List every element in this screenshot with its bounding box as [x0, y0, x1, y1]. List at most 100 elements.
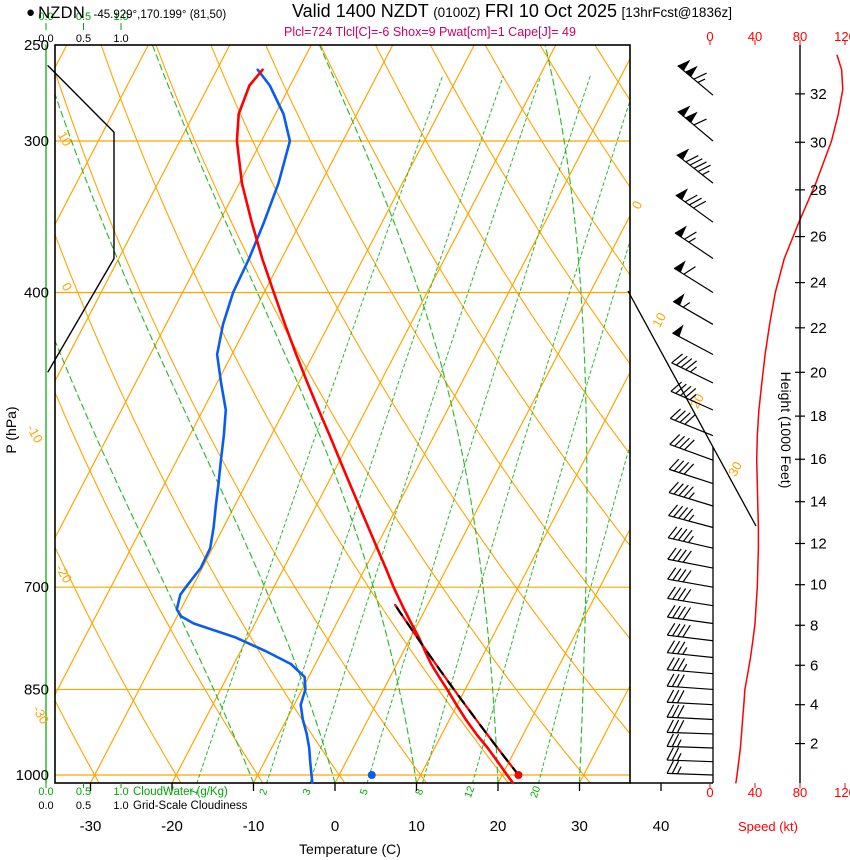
svg-text:26: 26: [810, 229, 827, 246]
svg-text:Speed (kt): Speed (kt): [738, 819, 798, 834]
temperature-trace: [235, 68, 515, 785]
svg-text:CloudWater (g/Kg): CloudWater (g/Kg): [133, 786, 228, 798]
mixing-ratio-lines: [196, 75, 630, 783]
dewpoint-trace: [175, 68, 314, 785]
svg-text:20: 20: [490, 818, 507, 835]
cloud-scale-labels: 0.0 0.0 0.0 0.0 0.5 0.5 0.5 0.5 1.0 1.0 1.0 1.0 Clou…: [38, 11, 247, 812]
valid-time-header: Valid 1400 NZDT (0100Z) FRI 10 Oct 2025 …: [292, 1, 732, 22]
svg-text:Height (1000 Feet): Height (1000 Feet): [778, 372, 794, 489]
svg-text:0: 0: [59, 280, 76, 294]
svg-text:40: 40: [748, 785, 762, 800]
cloudiness-trace: [47, 65, 115, 373]
svg-text:Grid-Scale Cloudiness: Grid-Scale Cloudiness: [133, 800, 248, 812]
svg-text:28: 28: [810, 182, 827, 199]
svg-text:1.0: 1.0: [113, 33, 128, 45]
svg-text:80: 80: [793, 29, 807, 44]
svg-text:10: 10: [649, 310, 669, 330]
svg-text:850: 850: [24, 681, 49, 698]
svg-text:32: 32: [810, 86, 827, 103]
svg-text:0.0: 0.0: [38, 800, 53, 812]
svg-text:10: 10: [408, 818, 425, 835]
svg-text:250: 250: [24, 37, 49, 54]
svg-text:0.0: 0.0: [38, 11, 53, 23]
svg-text:5: 5: [358, 787, 371, 797]
svg-text:0: 0: [331, 818, 339, 835]
svg-text:P (hPa): P (hPa): [3, 406, 19, 453]
moist-adiabat-lines: [55, 45, 588, 783]
svg-text:0.0: 0.0: [38, 33, 53, 45]
svg-text:10: 10: [810, 577, 827, 594]
svg-text:22: 22: [810, 320, 827, 337]
parcel-trace: [394, 603, 520, 777]
svg-text:-20: -20: [161, 818, 183, 835]
svg-text:-10: -10: [243, 818, 265, 835]
svg-text:0.5: 0.5: [76, 11, 91, 23]
pressure-axis-labels: 250 300 400 700 850 1000: [16, 37, 49, 784]
svg-text:-10: -10: [24, 422, 46, 446]
svg-text:30: 30: [571, 818, 588, 835]
svg-text:0: 0: [706, 785, 713, 800]
svg-text:30: 30: [810, 134, 827, 151]
surface-dots: [367, 771, 523, 779]
svg-text:1.0: 1.0: [113, 786, 128, 798]
station-coords: -45.929°,170.199° (81,50): [93, 9, 227, 21]
speed-axis-labels: 0 0 40 40 80 80 120 120: [706, 29, 850, 800]
svg-text:24: 24: [810, 275, 827, 292]
svg-text:8: 8: [810, 617, 818, 634]
svg-text:12: 12: [810, 536, 827, 553]
mixing-ratio-labels: 1 2 3 5 8 12 20: [187, 784, 543, 799]
svg-text:120: 120: [834, 785, 850, 800]
wind-barbs: [666, 59, 714, 776]
valid-time: Valid 1400 NZDT: [292, 1, 429, 21]
dry-adiabat-lines: [55, 45, 630, 783]
adiabat-edge-labels: 100-10-20-30: [24, 129, 75, 727]
temperature-axis-labels: -30 -20 -10 0 10 20 30 40: [80, 783, 670, 835]
svg-text:700: 700: [24, 579, 49, 596]
svg-text:80: 80: [793, 785, 807, 800]
plot-border: [54, 44, 631, 784]
svg-text:2: 2: [257, 787, 270, 797]
svg-text:0.5: 0.5: [76, 33, 91, 45]
stability-indices: Plcl=724 Tlcl[C]=-6 Shox=9 Pwat[cm]=1 Ca…: [284, 25, 576, 39]
station-header: ● NZDN -45.929°,170.199° (81,50): [26, 4, 226, 23]
svg-text:0.5: 0.5: [76, 800, 91, 812]
svg-text:0.5: 0.5: [76, 786, 91, 798]
svg-text:-30: -30: [80, 818, 102, 835]
svg-text:6: 6: [810, 657, 818, 674]
svg-text:8: 8: [413, 787, 426, 797]
svg-text:0: 0: [629, 198, 646, 211]
svg-text:20: 20: [810, 364, 827, 381]
svg-text:1000: 1000: [16, 767, 49, 784]
svg-text:20: 20: [528, 784, 543, 799]
svg-text:14: 14: [810, 494, 827, 511]
wind-speed-trace: [735, 54, 844, 784]
pressure-gridlines: [55, 140, 630, 776]
svg-text:10: 10: [55, 129, 75, 149]
svg-text:0: 0: [706, 29, 713, 44]
svg-text:1.0: 1.0: [113, 11, 128, 23]
forecast-tag: [13hrFcst@1836z]: [621, 5, 732, 20]
svg-text:300: 300: [24, 133, 49, 150]
frame-extension: [627, 290, 757, 784]
svg-text:-30: -30: [30, 703, 52, 727]
isotherm-lines: [55, 45, 630, 783]
svg-text:40: 40: [748, 29, 762, 44]
svg-text:12: 12: [462, 784, 477, 799]
svg-text:120: 120: [834, 29, 850, 44]
svg-text:1: 1: [187, 787, 200, 797]
svg-text:40: 40: [653, 818, 670, 835]
svg-text:18: 18: [810, 408, 827, 425]
svg-text:2: 2: [810, 736, 818, 753]
valid-date: FRI 10 Oct 2025: [484, 1, 617, 21]
axis-titles: Temperature (C) P (hPa) Height (1000 Feet)…: [3, 372, 798, 857]
station-bullet-icon: ●: [26, 4, 36, 21]
svg-text:4: 4: [810, 697, 818, 714]
station-id: NZDN: [38, 4, 86, 22]
svg-text:20: 20: [687, 391, 707, 411]
svg-text:0.0: 0.0: [38, 786, 53, 798]
svg-text:1.0: 1.0: [113, 800, 128, 812]
svg-text:400: 400: [24, 284, 49, 301]
